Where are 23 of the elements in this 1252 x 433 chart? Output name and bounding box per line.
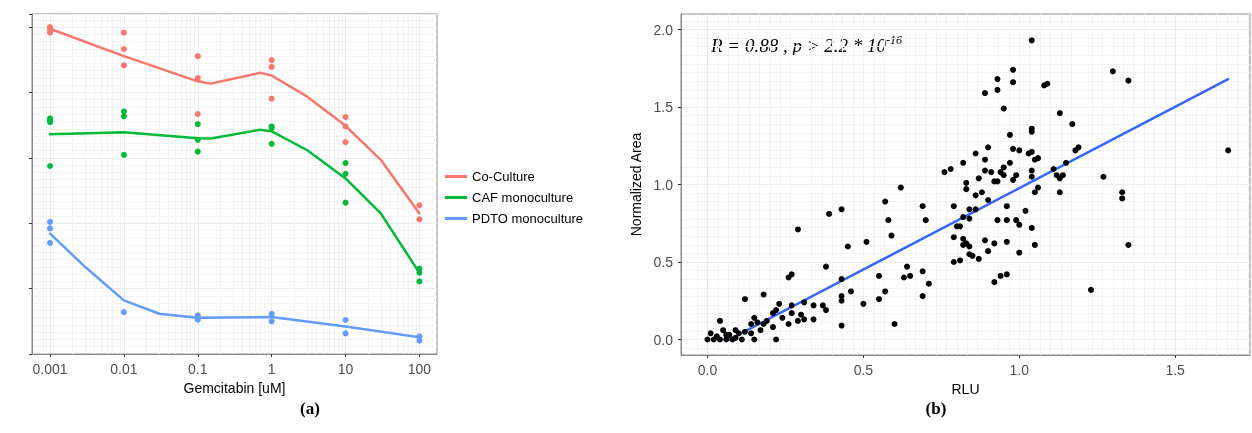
x-tick-label: 1.0	[1009, 362, 1030, 378]
x-tick-label: 0.001	[32, 361, 68, 377]
x-tick-label: 0.1	[188, 361, 208, 377]
y-tick-label: 1.5	[653, 99, 674, 115]
legend-label: CAF monoculture	[472, 190, 574, 205]
legend-label: PDTO monoculture	[472, 211, 584, 226]
x-axis-title: Gemcitabin [uM]	[183, 379, 286, 396]
y-tick-label: 2.0	[653, 21, 674, 38]
x-tick-label: 100	[407, 361, 432, 377]
y-tick-label: 0.0	[653, 331, 674, 348]
x-tick-label: 1.5	[1165, 362, 1186, 378]
y-tick-label: 1.0	[653, 176, 674, 193]
x-tick-label: 10	[337, 361, 354, 377]
x-tick-label: 1	[267, 361, 276, 377]
text: (a)	[300, 399, 320, 418]
x-tick-label: 0.0	[697, 362, 718, 378]
x-tick-label: 0.5	[853, 362, 874, 378]
x-tick-label: 0.01	[110, 361, 138, 377]
legend-label: Co-Culture	[472, 169, 535, 184]
y-tick-label: 0.5	[653, 254, 674, 270]
text: (b)	[925, 399, 947, 418]
y-axis-title: Normalized Area	[627, 132, 644, 237]
x-axis-title: RLU	[951, 380, 980, 397]
